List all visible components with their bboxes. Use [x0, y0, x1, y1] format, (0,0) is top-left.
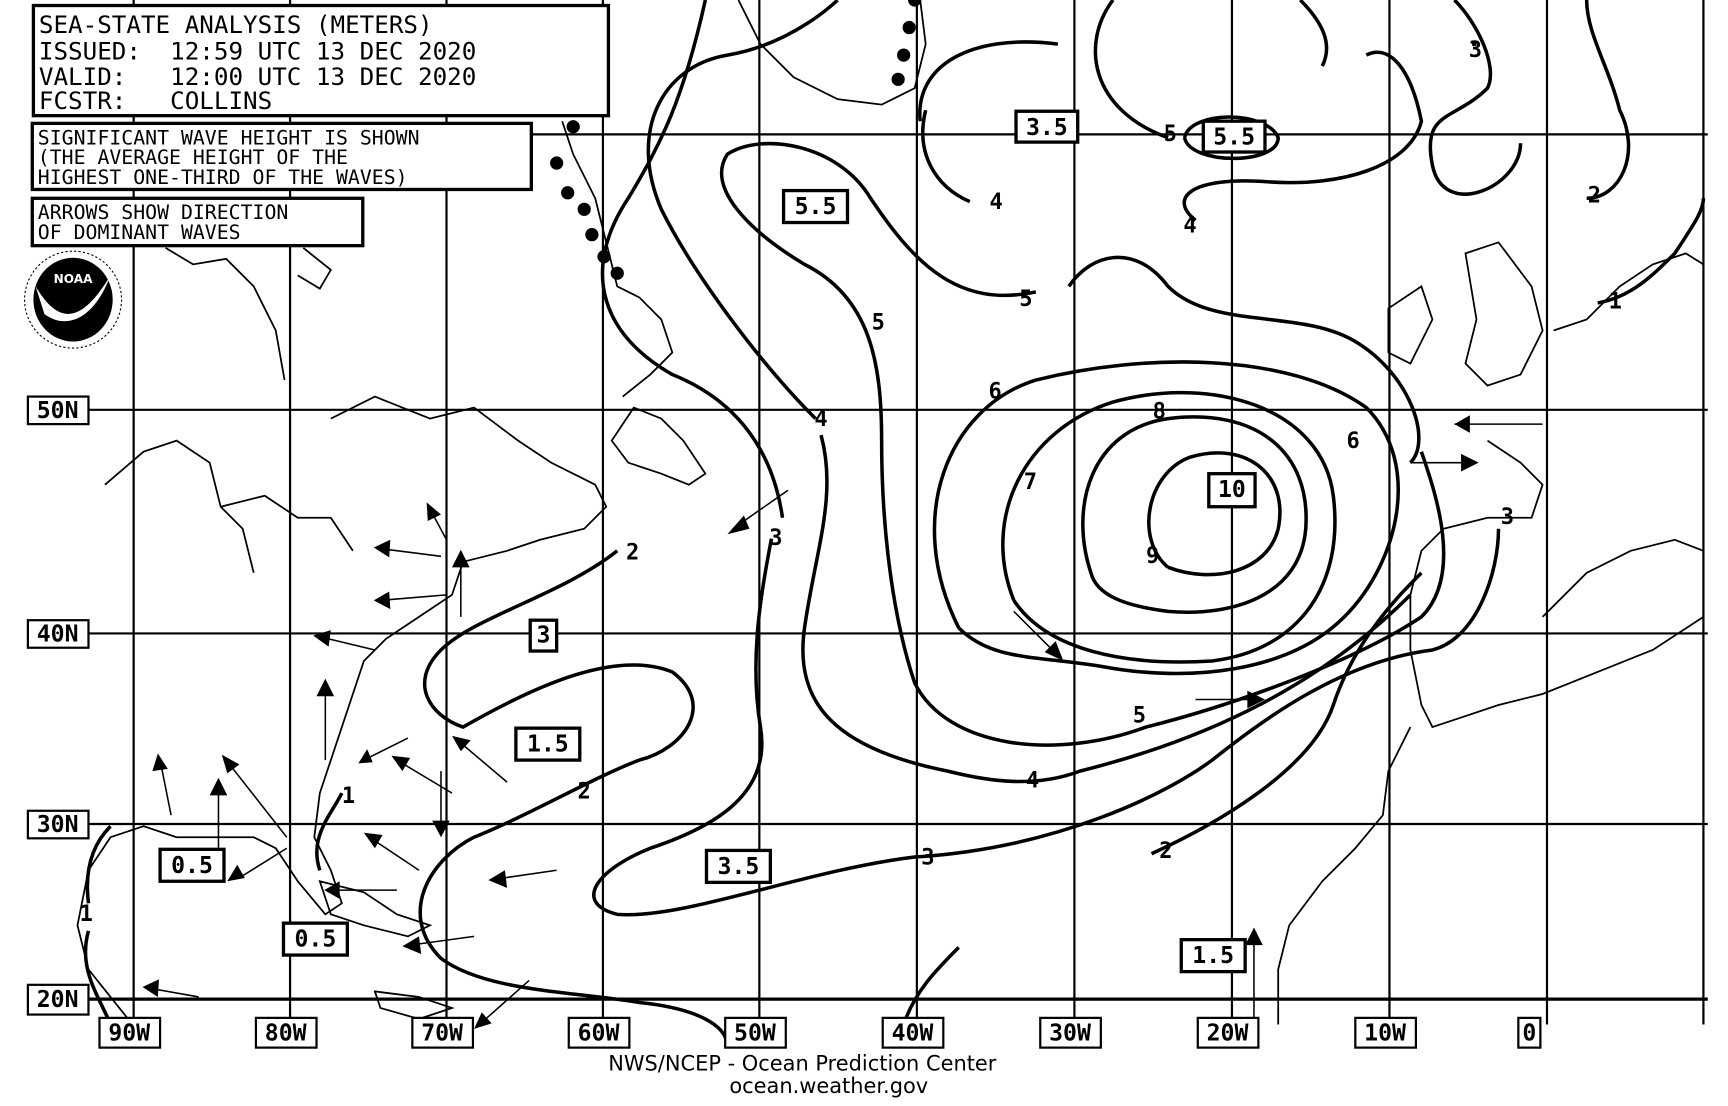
contour-9	[1147, 451, 1282, 577]
lat-lon-grid	[88, 0, 1708, 1025]
contour-label: 1	[1609, 289, 1622, 314]
svg-text:OF DOMINANT WAVES: OF DOMINANT WAVES	[38, 221, 241, 244]
lat-label-20n: 20N	[37, 987, 79, 1013]
svg-text:5.5: 5.5	[1213, 125, 1255, 151]
svg-text:3: 3	[536, 623, 550, 649]
contour-label: 4	[1026, 769, 1039, 794]
lat-label-30n: 30N	[37, 812, 79, 838]
contour-label: 8	[1153, 399, 1166, 424]
boxed-label: 0.5	[158, 847, 226, 883]
svg-text:0.5: 0.5	[171, 853, 213, 879]
svg-text:0.5: 0.5	[295, 927, 337, 953]
svg-text:HIGHEST ONE-THIRD OF THE WAVES: HIGHEST ONE-THIRD OF THE WAVES)	[38, 166, 408, 189]
longitude-labels: 90W 80W 70W 60W 50W 40W 30W 20W 10W 0	[98, 1016, 1542, 1049]
boxed-label: 3.5	[1014, 109, 1080, 144]
arrows-note: ARROWS SHOW DIRECTION OF DOMINANT WAVES	[30, 196, 365, 248]
svg-text:5.5: 5.5	[795, 194, 837, 220]
wave-height-contours	[83, 0, 1706, 1047]
contour-label: 2	[578, 780, 591, 805]
contour-label: 3	[1469, 38, 1482, 63]
noaa-logo: NOAA	[24, 250, 123, 349]
svg-text:10: 10	[1218, 477, 1246, 503]
boxed-labels: 3.5 5.5 5.5 10 3 1.5 0.5 3.5 0.5 1.5	[158, 109, 1267, 974]
contour-label: 2	[1159, 839, 1172, 864]
lat-label-40n: 40N	[37, 622, 79, 648]
lon-label: 70W	[421, 1020, 463, 1046]
map-title: SEA-STATE ANALYSIS (METERS)	[39, 11, 433, 39]
contour-labels: 9 8 8 7 6 6 5 5 5 5 4 4 4 4 3 3 3 3 2 2 …	[80, 38, 1622, 927]
contour-label: 3	[1501, 505, 1514, 530]
lon-label: 20W	[1207, 1020, 1249, 1046]
svg-text:1.5: 1.5	[527, 732, 569, 758]
svg-text:SIGNIFICANT WAVE HEIGHT IS SHO: SIGNIFICANT WAVE HEIGHT IS SHOWN	[38, 126, 420, 149]
contour-8	[1081, 415, 1308, 614]
boxed-label: 1.5	[514, 726, 582, 762]
noaa-logo-text: NOAA	[54, 272, 93, 286]
coastlines	[76, 0, 1704, 1026]
ice-edge	[550, 0, 922, 280]
contour-label: 4	[1183, 213, 1196, 238]
contour-misc	[901, 0, 1329, 1026]
contour-5	[719, 0, 1446, 747]
valid-time: VALID: 12:00 UTC 13 DEC 2020	[39, 63, 476, 91]
contour-label: 6	[1346, 429, 1359, 454]
contour-2	[418, 0, 1631, 1047]
contour-label: 2	[626, 541, 639, 566]
latitude-labels: 50N 40N 30N 20N	[26, 395, 90, 1016]
contour-3	[592, 0, 1523, 917]
contour-6	[932, 360, 1400, 676]
boxed-label: 10	[1207, 472, 1257, 509]
lon-label: 90W	[108, 1020, 150, 1046]
svg-text:ARROWS SHOW DIRECTION: ARROWS SHOW DIRECTION	[38, 201, 289, 224]
contour-label: 4	[990, 190, 1003, 215]
lon-label: 60W	[578, 1020, 620, 1046]
lon-label: 10W	[1364, 1020, 1406, 1046]
contour-label: 7	[1024, 470, 1037, 495]
contour-1	[83, 198, 1706, 1026]
contour-label: 5	[872, 310, 885, 335]
forecaster: FCSTR: COLLINS	[39, 87, 272, 115]
contour-label: 5	[1019, 287, 1032, 312]
boxed-label: 5.5	[1201, 119, 1267, 154]
contour-label: 5	[1133, 704, 1146, 729]
wave-height-note: SIGNIFICANT WAVE HEIGHT IS SHOWN (THE AV…	[30, 121, 533, 192]
boxed-label: 3.5	[704, 848, 773, 885]
svg-text:1.5: 1.5	[1192, 943, 1234, 969]
boxed-label: 3	[528, 618, 559, 653]
contour-label: 5	[1164, 122, 1177, 147]
lon-label: 40W	[892, 1020, 934, 1046]
contour-label: 3	[769, 526, 782, 551]
boxed-label: 0.5	[281, 921, 350, 957]
contour-label: 9	[1146, 544, 1159, 569]
lon-label: 80W	[265, 1020, 307, 1046]
issued-time: ISSUED: 12:59 UTC 13 DEC 2020	[39, 37, 476, 65]
boxed-label: 1.5	[1179, 938, 1247, 974]
wave-direction-arrows	[142, 415, 1543, 1029]
footer-url[interactable]: ocean.weather.gov	[729, 1074, 928, 1098]
svg-text:3.5: 3.5	[1026, 115, 1068, 141]
contour-label: 1	[80, 902, 93, 927]
contour-label: 4	[814, 407, 827, 432]
footer-agency: NWS/NCEP - Ocean Prediction Center	[608, 1052, 997, 1076]
boxed-label: 5.5	[781, 188, 850, 225]
lon-label: 50W	[734, 1020, 776, 1046]
contour-label: 6	[988, 380, 1001, 405]
contour-label: 1	[342, 784, 355, 809]
contour-7	[1001, 390, 1337, 664]
lon-label: 0	[1522, 1020, 1536, 1046]
contour-4	[646, 0, 1424, 784]
contour-label: 3	[921, 846, 934, 871]
contour-label: 2	[1588, 184, 1601, 209]
svg-text:(THE AVERAGE HEIGHT OF THE: (THE AVERAGE HEIGHT OF THE	[38, 146, 348, 169]
lat-label-50n: 50N	[37, 398, 79, 424]
lon-label: 30W	[1049, 1020, 1091, 1046]
svg-text:3.5: 3.5	[718, 854, 760, 880]
info-box: SEA-STATE ANALYSIS (METERS) ISSUED: 12:5…	[31, 3, 611, 118]
